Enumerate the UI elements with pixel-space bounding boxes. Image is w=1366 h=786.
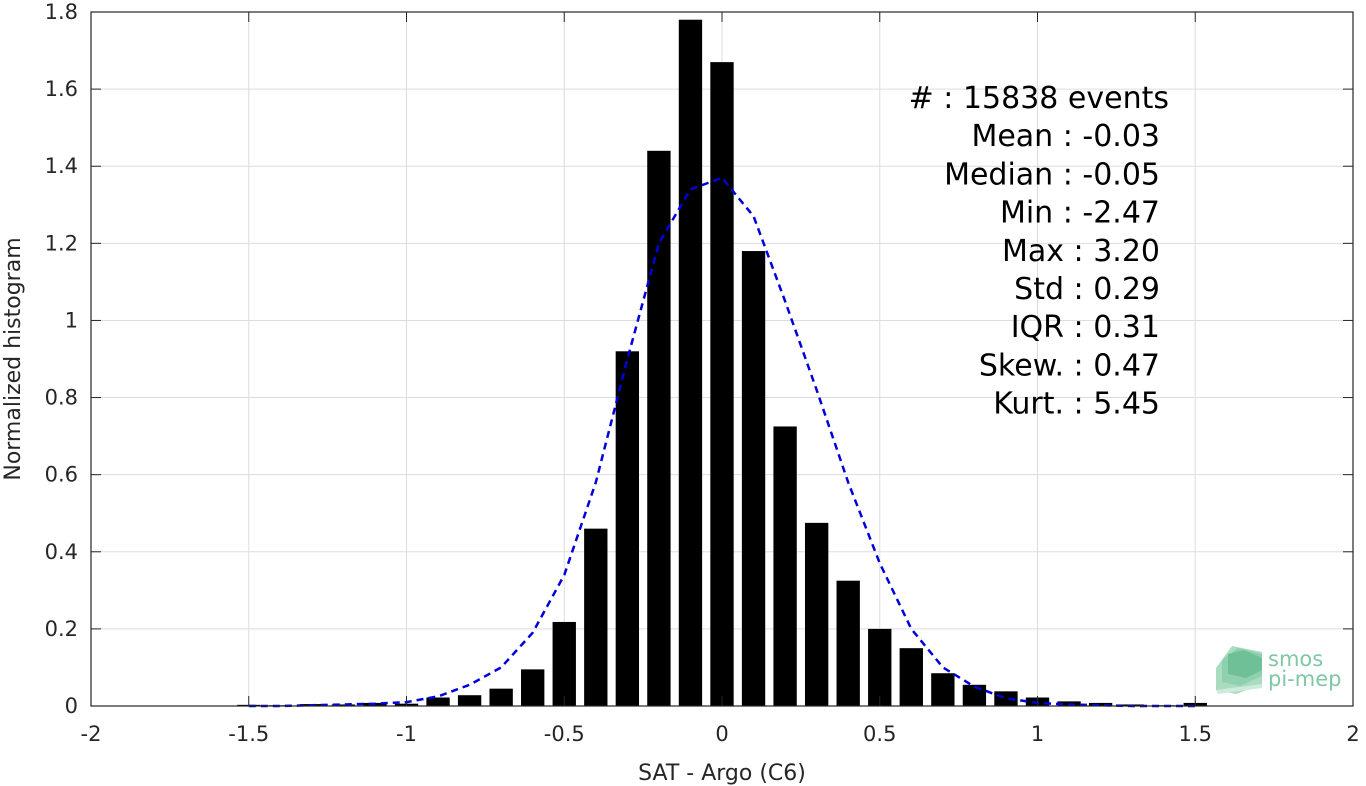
smos-pi-mep-logo: smos pi-mep (1216, 646, 1341, 694)
histogram-bar (552, 621, 576, 706)
stat-line: # : 15838 events (909, 81, 1169, 116)
histogram-bar (804, 522, 829, 706)
stat-line: Std : 0.29 (1014, 272, 1160, 307)
y-axis-label: Normalized histogram (1, 237, 26, 480)
histogram-bar (584, 528, 608, 706)
histogram-bar (741, 251, 766, 707)
logo-line-1: smos (1268, 647, 1323, 671)
y-tick-label: 1 (65, 308, 78, 332)
y-tick-label: 1.4 (45, 154, 78, 178)
histogram-bar (426, 697, 450, 706)
histogram-bar (331, 704, 356, 706)
histogram-bar (773, 426, 797, 706)
histogram-bar (868, 628, 892, 706)
histogram-bar (836, 580, 860, 706)
x-tick-label: 2 (1346, 722, 1359, 746)
y-tick-label: 0.2 (45, 617, 78, 641)
histogram-bar (899, 648, 923, 706)
x-tick-label: -2 (81, 722, 102, 746)
histogram-bar (710, 62, 734, 707)
logo-line-2: pi-mep (1268, 667, 1341, 691)
histogram-bar (489, 688, 513, 706)
stat-line: Min : -2.47 (1000, 196, 1160, 231)
x-axis-label: SAT - Argo (C6) (638, 761, 806, 786)
stat-line: IQR : 0.31 (1011, 310, 1160, 345)
histogram-bar (931, 673, 955, 706)
histogram-bar (615, 351, 640, 706)
y-tick-label: 1.8 (45, 0, 78, 24)
x-tick-label: 0.5 (863, 722, 896, 746)
y-tick-label: 1.2 (45, 231, 78, 255)
histogram-bar (647, 150, 671, 707)
x-tick-label: -0.5 (544, 722, 585, 746)
x-tick-labels: -2 -1.5 -1 -0.5 0 0.5 1 1.5 2 (81, 722, 1360, 746)
y-tick-labels: 0 0.2 0.4 0.6 0.8 1 1.2 1.4 1.6 1.8 (45, 0, 78, 718)
x-tick-label: -1 (396, 722, 417, 746)
x-tick-label: 0 (715, 722, 728, 746)
y-tick-label: 0 (65, 694, 78, 718)
histogram-bar (1088, 702, 1113, 706)
stat-line: Median : -0.05 (944, 157, 1160, 192)
histogram-bar (678, 19, 703, 706)
histogram-bar (457, 695, 482, 706)
y-tick-label: 0.6 (45, 463, 78, 487)
x-tick-label: 1 (1031, 722, 1044, 746)
stat-line: Mean : -0.03 (971, 119, 1160, 154)
x-tick-label: 1.5 (1179, 722, 1212, 746)
stat-line: Max : 3.20 (1002, 234, 1160, 269)
axis-ticks (90, 11, 1354, 707)
y-tick-label: 1.6 (45, 77, 78, 101)
x-tick-label: -1.5 (228, 722, 269, 746)
y-tick-label: 0.4 (45, 540, 78, 564)
stat-line: Kurt. : 5.45 (993, 387, 1160, 422)
stat-line: Skew. : 0.47 (979, 348, 1160, 383)
logo-mark-icon (1216, 646, 1262, 694)
y-tick-label: 0.8 (45, 386, 78, 410)
histogram-bar (521, 669, 545, 706)
